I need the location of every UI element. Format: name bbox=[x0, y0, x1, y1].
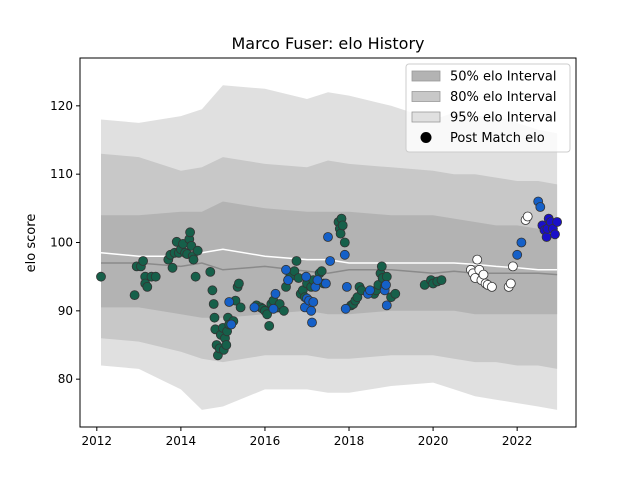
legend-label: 50% elo Interval bbox=[450, 70, 557, 85]
x-tick-label: 2020 bbox=[418, 434, 449, 448]
y-tick-label: 110 bbox=[50, 167, 73, 181]
legend-swatch bbox=[411, 111, 441, 123]
data-point bbox=[535, 202, 546, 212]
data-point bbox=[320, 278, 331, 289]
data-point bbox=[96, 271, 106, 282]
data-point bbox=[541, 232, 552, 242]
data-point bbox=[185, 227, 196, 238]
data-point bbox=[306, 305, 317, 316]
data-point bbox=[278, 305, 289, 316]
data-point bbox=[376, 261, 387, 272]
legend-label: 80% elo Interval bbox=[450, 90, 557, 105]
data-point bbox=[283, 275, 294, 286]
data-point bbox=[478, 269, 489, 280]
legend-label: Post Match elo bbox=[450, 131, 545, 146]
data-point bbox=[207, 285, 218, 296]
data-point bbox=[381, 279, 391, 290]
y-tick-label: 80 bbox=[58, 372, 73, 386]
data-point bbox=[550, 229, 560, 240]
data-point bbox=[390, 288, 401, 299]
data-point bbox=[268, 303, 279, 314]
data-point bbox=[339, 249, 350, 260]
y-tick-label: 100 bbox=[50, 236, 73, 250]
data-point bbox=[235, 302, 246, 313]
legend-swatch bbox=[411, 91, 441, 102]
data-point bbox=[505, 278, 516, 289]
data-point bbox=[308, 297, 319, 307]
data-point bbox=[516, 237, 527, 248]
data-point bbox=[552, 217, 562, 227]
data-point bbox=[522, 211, 533, 222]
data-point bbox=[209, 312, 220, 323]
x-tick-label: 2022 bbox=[502, 434, 533, 448]
data-point bbox=[381, 300, 392, 311]
data-point bbox=[270, 288, 281, 299]
data-point bbox=[339, 237, 350, 248]
data-point bbox=[233, 278, 244, 289]
data-point bbox=[138, 256, 149, 266]
data-point bbox=[337, 220, 348, 231]
data-point bbox=[323, 232, 333, 242]
data-point bbox=[188, 254, 199, 265]
data-point bbox=[486, 281, 497, 292]
chart-title: Marco Fuser: elo History bbox=[231, 34, 424, 53]
axes: 2012 2014 2016 2018 2020 2022 80 90 100 110 120 bbox=[50, 57, 577, 448]
data-point bbox=[262, 309, 273, 320]
data-point bbox=[224, 297, 235, 307]
legend-swatch bbox=[411, 70, 441, 82]
data-point bbox=[249, 302, 260, 313]
data-point bbox=[381, 271, 392, 282]
data-point bbox=[208, 299, 219, 309]
data-point bbox=[226, 319, 237, 330]
data-point bbox=[340, 303, 351, 314]
data-point bbox=[192, 245, 203, 256]
y-axis-label: elo score bbox=[24, 214, 39, 273]
x-tick-label: 2018 bbox=[334, 434, 365, 448]
data-point bbox=[508, 261, 518, 272]
legend-marker bbox=[420, 132, 432, 143]
data-point bbox=[129, 290, 140, 301]
data-point bbox=[221, 340, 232, 350]
legend-label: 95% elo Interval bbox=[450, 111, 557, 126]
legend-box bbox=[405, 63, 571, 153]
data-point bbox=[190, 271, 201, 282]
data-point bbox=[281, 264, 291, 275]
y-tick-label: 90 bbox=[58, 304, 73, 318]
data-point bbox=[341, 281, 352, 292]
data-point bbox=[205, 266, 216, 277]
legend: 50% elo Interval 80% elo Interval 95% elo … bbox=[405, 63, 571, 153]
data-point bbox=[291, 256, 302, 266]
data-point bbox=[472, 254, 483, 265]
x-tick-label: 2016 bbox=[250, 434, 281, 448]
data-point bbox=[325, 256, 336, 266]
data-point bbox=[436, 275, 447, 286]
data-point bbox=[365, 285, 375, 296]
x-tick-label: 2012 bbox=[82, 434, 113, 448]
data-point bbox=[307, 317, 317, 328]
x-tick-label: 2014 bbox=[166, 434, 197, 448]
data-point bbox=[142, 281, 153, 292]
plot-area bbox=[96, 85, 562, 410]
data-point bbox=[264, 320, 275, 331]
data-point bbox=[512, 249, 523, 260]
data-point bbox=[316, 266, 327, 277]
data-point bbox=[167, 262, 178, 273]
data-point bbox=[335, 228, 346, 239]
data-point bbox=[150, 271, 161, 282]
y-tick-label: 120 bbox=[50, 99, 73, 113]
data-point bbox=[312, 275, 323, 286]
data-point bbox=[301, 271, 312, 282]
